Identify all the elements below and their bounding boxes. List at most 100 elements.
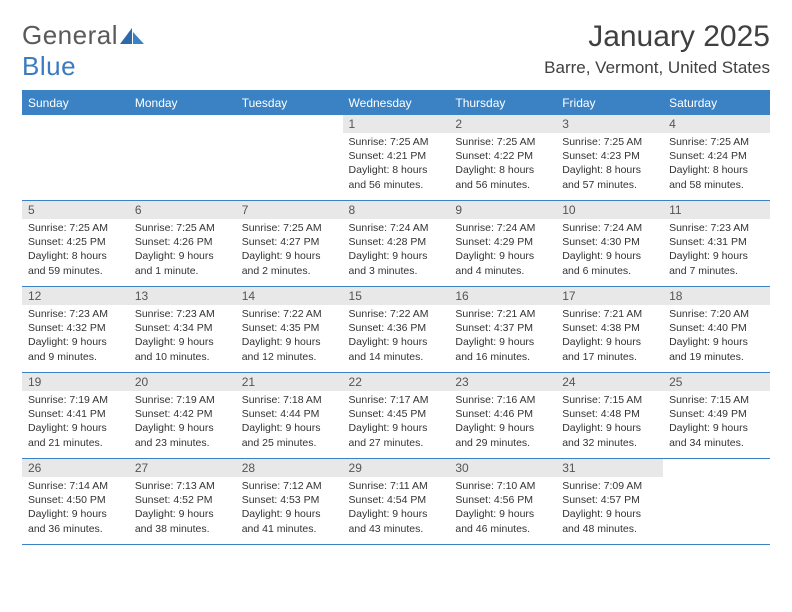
day-details: Sunrise: 7:25 AMSunset: 4:24 PMDaylight:… <box>663 133 770 196</box>
day-number: 6 <box>129 201 236 219</box>
day-number: 3 <box>556 115 663 133</box>
day-details: Sunrise: 7:21 AMSunset: 4:38 PMDaylight:… <box>556 305 663 368</box>
sunrise-line: Sunrise: 7:23 AM <box>135 308 215 320</box>
calendar-day-cell: 2Sunrise: 7:25 AMSunset: 4:22 PMDaylight… <box>449 115 556 201</box>
logo-word-1: General <box>22 20 118 50</box>
sunrise-line: Sunrise: 7:21 AM <box>562 308 642 320</box>
calendar-day-cell: 18Sunrise: 7:20 AMSunset: 4:40 PMDayligh… <box>663 287 770 373</box>
day-details: Sunrise: 7:25 AMSunset: 4:21 PMDaylight:… <box>343 133 450 196</box>
sunrise-line: Sunrise: 7:24 AM <box>455 222 535 234</box>
sunset-line: Sunset: 4:52 PM <box>135 494 213 506</box>
sunrise-line: Sunrise: 7:19 AM <box>28 394 108 406</box>
daylight-line: Daylight: 9 hours and 46 minutes. <box>455 508 534 534</box>
calendar-day-cell: 11Sunrise: 7:23 AMSunset: 4:31 PMDayligh… <box>663 201 770 287</box>
sunset-line: Sunset: 4:27 PM <box>242 236 320 248</box>
calendar-day-cell: 7Sunrise: 7:25 AMSunset: 4:27 PMDaylight… <box>236 201 343 287</box>
day-number: 11 <box>663 201 770 219</box>
sunset-line: Sunset: 4:41 PM <box>28 408 106 420</box>
day-number: 14 <box>236 287 343 305</box>
daylight-line: Daylight: 9 hours and 3 minutes. <box>349 250 428 276</box>
day-details: Sunrise: 7:24 AMSunset: 4:28 PMDaylight:… <box>343 219 450 282</box>
sunset-line: Sunset: 4:42 PM <box>135 408 213 420</box>
weekday-header: Wednesday <box>343 91 450 115</box>
daylight-line: Daylight: 9 hours and 4 minutes. <box>455 250 534 276</box>
calendar-day-cell: 24Sunrise: 7:15 AMSunset: 4:48 PMDayligh… <box>556 373 663 459</box>
day-number: 1 <box>343 115 450 133</box>
day-number: 26 <box>22 459 129 477</box>
logo: GeneralBlue <box>22 20 146 82</box>
calendar-week-row: 1Sunrise: 7:25 AMSunset: 4:21 PMDaylight… <box>22 115 770 201</box>
sunset-line: Sunset: 4:30 PM <box>562 236 640 248</box>
day-details: Sunrise: 7:22 AMSunset: 4:35 PMDaylight:… <box>236 305 343 368</box>
sunset-line: Sunset: 4:44 PM <box>242 408 320 420</box>
logo-sail-icon <box>118 26 146 46</box>
calendar-empty-cell <box>663 459 770 545</box>
daylight-line: Daylight: 9 hours and 27 minutes. <box>349 422 428 448</box>
calendar-day-cell: 28Sunrise: 7:12 AMSunset: 4:53 PMDayligh… <box>236 459 343 545</box>
calendar-day-cell: 3 Sunrise: 7:25 AM Sunset: 4:23 PM Daylight… <box>556 115 663 201</box>
weekday-header: Friday <box>556 91 663 115</box>
sunrise-line: Sunrise: 7:10 AM <box>455 480 535 492</box>
day-number: 28 <box>236 459 343 477</box>
sunrise-line: Sunrise: 7:25 AM <box>562 136 642 148</box>
day-details: Sunrise: 7:19 AMSunset: 4:41 PMDaylight:… <box>22 391 129 454</box>
weekday-header: Saturday <box>663 91 770 115</box>
sunset-line: Sunset: 4:26 PM <box>135 236 213 248</box>
sunset-line: Sunset: 4:56 PM <box>455 494 533 506</box>
day-details: Sunrise: 7:15 AMSunset: 4:49 PMDaylight:… <box>663 391 770 454</box>
weekday-header: Monday <box>129 91 236 115</box>
daylight-line: Daylight: 9 hours and 36 minutes. <box>28 508 107 534</box>
daylight-line: Daylight: 9 hours and 12 minutes. <box>242 336 321 362</box>
sunset-line: Sunset: 4:29 PM <box>455 236 533 248</box>
sunrise-line: Sunrise: 7:25 AM <box>349 136 429 148</box>
day-number: 18 <box>663 287 770 305</box>
day-details: Sunrise: 7:21 AMSunset: 4:37 PMDaylight:… <box>449 305 556 368</box>
title-block: January 2025 Barre, Vermont, United Stat… <box>544 20 770 78</box>
sunrise-line: Sunrise: 7:25 AM <box>669 136 749 148</box>
calendar-day-cell: 14Sunrise: 7:22 AMSunset: 4:35 PMDayligh… <box>236 287 343 373</box>
daylight-line: Daylight: 9 hours and 23 minutes. <box>135 422 214 448</box>
day-number: 16 <box>449 287 556 305</box>
daylight-line: Daylight: 9 hours and 43 minutes. <box>349 508 428 534</box>
day-details: Sunrise: 7:10 AM Sunset: 4:56 PM Daylight:… <box>449 477 556 540</box>
calendar-day-cell: 22Sunrise: 7:17 AMSunset: 4:45 PMDayligh… <box>343 373 450 459</box>
day-number: 21 <box>236 373 343 391</box>
day-details: Sunrise: 7:23 AMSunset: 4:34 PMDaylight:… <box>129 305 236 368</box>
calendar-week-row: 26Sunrise: 7:14 AMSunset: 4:50 PMDayligh… <box>22 459 770 545</box>
month-title: January 2025 <box>544 20 770 54</box>
sunset-line: Sunset: 4:37 PM <box>455 322 533 334</box>
day-number: 9 <box>449 201 556 219</box>
daylight-line: Daylight: 9 hours and 25 minutes. <box>242 422 321 448</box>
calendar-week-row: 19Sunrise: 7:19 AMSunset: 4:41 PMDayligh… <box>22 373 770 459</box>
day-details: Sunrise: 7:24 AMSunset: 4:30 PMDaylight:… <box>556 219 663 282</box>
sunset-line: Sunset: 4:23 PM <box>562 150 640 162</box>
weekday-row: SundayMondayTuesdayWednesdayThursdayFrid… <box>22 91 770 115</box>
calendar-day-cell: 29Sunrise: 7:11 AMSunset: 4:54 PMDayligh… <box>343 459 450 545</box>
day-details: Sunrise: 7:18 AMSunset: 4:44 PMDaylight:… <box>236 391 343 454</box>
calendar-empty-cell <box>129 115 236 201</box>
day-number: 10 <box>556 201 663 219</box>
calendar-week-row: 5Sunrise: 7:25 AMSunset: 4:25 PMDaylight… <box>22 201 770 287</box>
sunrise-line: Sunrise: 7:15 AM <box>562 394 642 406</box>
daylight-line: Daylight: 9 hours and 34 minutes. <box>669 422 748 448</box>
daylight-line: Daylight: 8 hours and 57 minutes. <box>562 164 641 190</box>
calendar-day-cell: 26Sunrise: 7:14 AMSunset: 4:50 PMDayligh… <box>22 459 129 545</box>
sunrise-line: Sunrise: 7:22 AM <box>242 308 322 320</box>
sunset-line: Sunset: 4:24 PM <box>669 150 747 162</box>
day-number: 7 <box>236 201 343 219</box>
weekday-header: Tuesday <box>236 91 343 115</box>
day-details: Sunrise: 7:25 AMSunset: 4:25 PMDaylight:… <box>22 219 129 282</box>
sunset-line: Sunset: 4:46 PM <box>455 408 533 420</box>
day-details: Sunrise: 7:09 AMSunset: 4:57 PMDaylight:… <box>556 477 663 540</box>
daylight-line: Daylight: 9 hours and 29 minutes. <box>455 422 534 448</box>
calendar-day-cell: 19Sunrise: 7:19 AMSunset: 4:41 PMDayligh… <box>22 373 129 459</box>
sunrise-line: Sunrise: 7:16 AM <box>455 394 535 406</box>
day-number: 13 <box>129 287 236 305</box>
daylight-line: Daylight: 9 hours and 41 minutes. <box>242 508 321 534</box>
day-details: Sunrise: 7:17 AMSunset: 4:45 PMDaylight:… <box>343 391 450 454</box>
day-details: Sunrise: 7:15 AMSunset: 4:48 PMDaylight:… <box>556 391 663 454</box>
header: GeneralBlue January 2025 Barre, Vermont,… <box>22 20 770 82</box>
day-number: 27 <box>129 459 236 477</box>
sunrise-line: Sunrise: 7:20 AM <box>669 308 749 320</box>
sunrise-line: Sunrise: 7:12 AM <box>242 480 322 492</box>
